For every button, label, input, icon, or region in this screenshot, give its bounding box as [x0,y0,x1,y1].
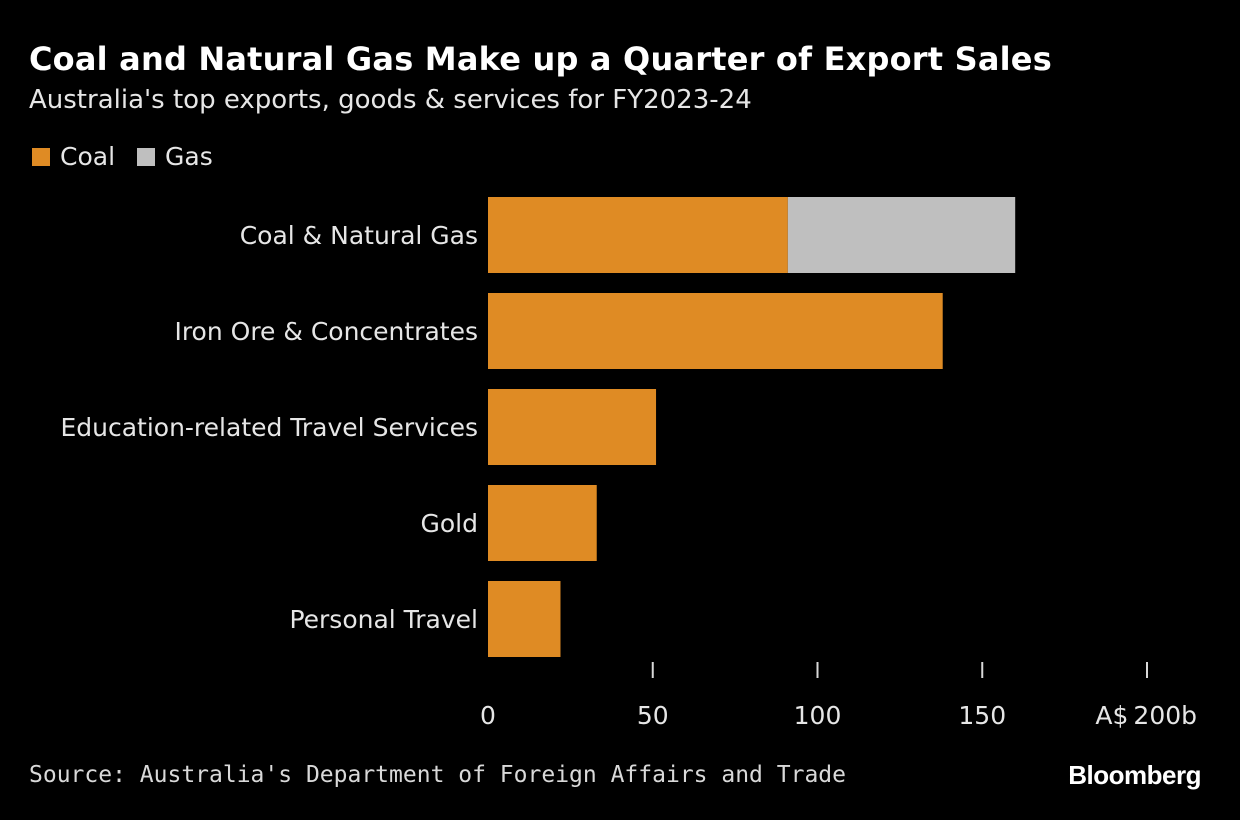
category-label-gold: Gold [421,509,478,538]
bar-coal-coal-natural-gas [488,197,788,273]
legend-swatch-coal [32,147,50,166]
bloomberg-logo: Bloomberg [1068,760,1201,790]
x-tick-label-150: 150 [958,701,1006,730]
chart-title: Coal and Natural Gas Make up a Quarter o… [29,40,1052,78]
bar-coal-iron-ore-concentrates [488,293,943,369]
bar-coal-personal-travel [488,581,561,657]
x-tick-label-50: 50 [637,701,669,730]
chart-subtitle: Australia's top exports, goods & service… [29,85,752,115]
x-tick-label-0: 0 [480,701,496,730]
bar-coal-education-related-travel-services [488,389,657,465]
category-label-education-related-travel-services: Education-related Travel Services [60,413,478,442]
x-tick-label-100: 100 [794,701,842,730]
category-label-iron-ore-concentrates: Iron Ore & Concentrates [174,317,478,346]
x-tick-label-200: A$ 200b [1095,701,1197,730]
legend-item-coal: Coal [32,142,115,171]
chart-legend: Coal Gas [32,142,235,171]
bar-coal-gold [488,485,597,561]
category-label-coal-natural-gas: Coal & Natural Gas [240,221,478,250]
legend-swatch-gas [137,147,156,166]
category-label-personal-travel: Personal Travel [289,605,478,634]
legend-label-gas: Gas [165,142,213,171]
legend-item-gas: Gas [137,142,213,171]
source-note: Source: Australia's Department of Foreig… [29,762,846,788]
legend-label-coal: Coal [60,142,116,171]
bar-gas-coal-natural-gas [787,197,1016,273]
